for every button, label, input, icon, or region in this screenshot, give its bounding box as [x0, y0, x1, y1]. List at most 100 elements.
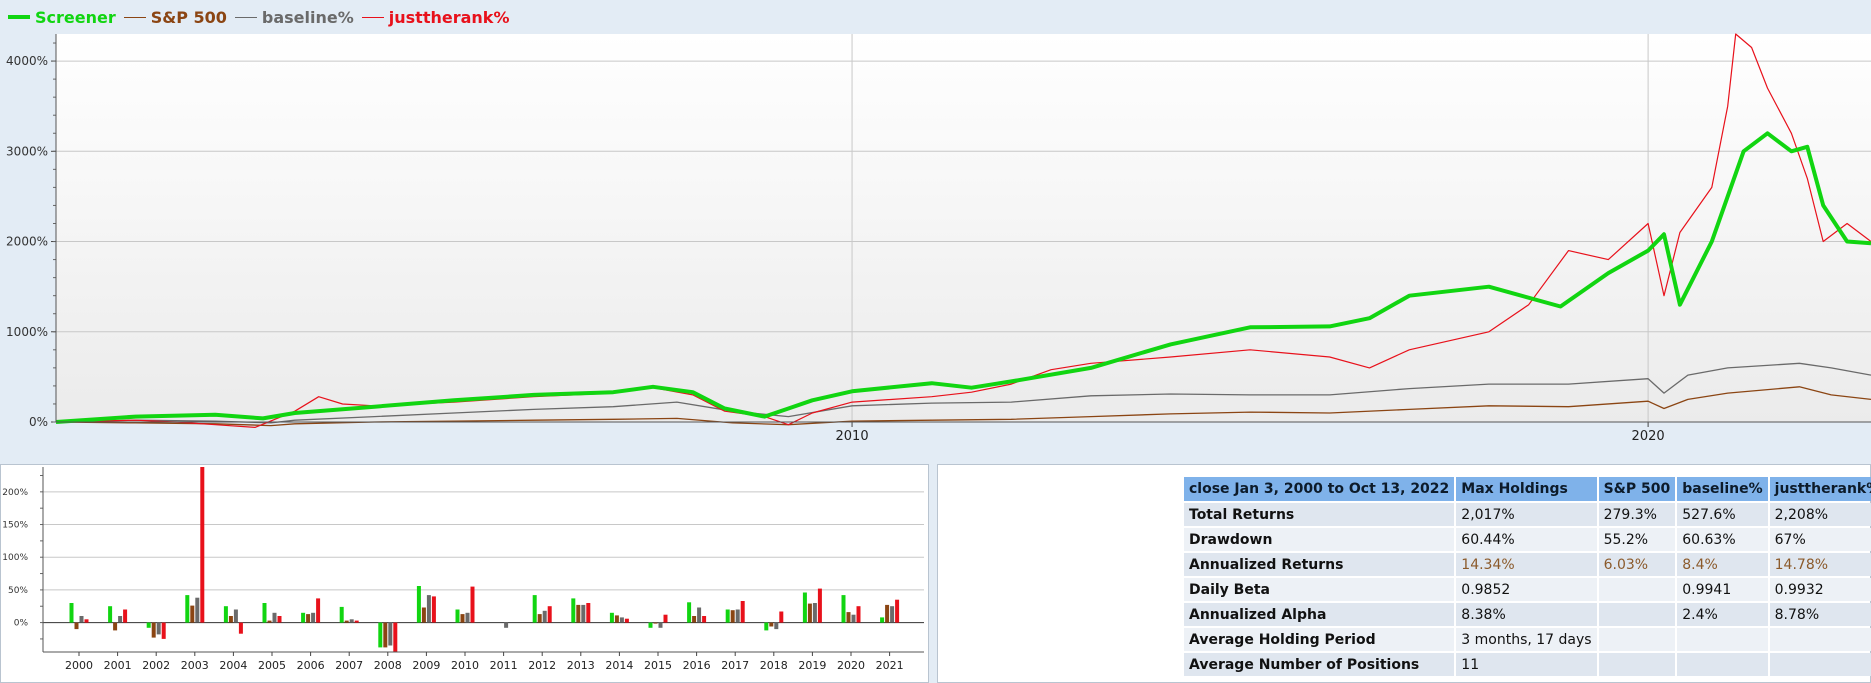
bar-justtherank-2015[interactable]	[663, 614, 668, 623]
bar-s-p-500-2017[interactable]	[730, 610, 735, 623]
bar-screener-2019[interactable]	[802, 592, 807, 623]
bar-screener-2009[interactable]	[416, 586, 421, 623]
bar-s-p-500-2001[interactable]	[113, 622, 118, 631]
bar-s-p-500-2003[interactable]	[190, 605, 195, 623]
bar-baseline-2006[interactable]	[311, 612, 316, 623]
bar-justtherank-2014[interactable]	[624, 618, 629, 623]
bar-baseline-2017[interactable]	[735, 609, 740, 623]
bar-justtherank-2008[interactable]	[393, 622, 398, 652]
annual-returns-bar-chart[interactable]: 200% 150% 100% 50% 0% 2000 2001 2002 2003 2004 200…	[1, 465, 928, 682]
bar-screener-2006[interactable]	[301, 612, 306, 623]
bar-baseline-2021[interactable]	[890, 606, 895, 623]
bar-baseline-2000[interactable]	[79, 616, 84, 623]
bar-screener-2013[interactable]	[571, 598, 576, 623]
bar-justtherank-2000[interactable]	[84, 619, 89, 623]
legend-item-sp500[interactable]: S&P 500	[123, 8, 227, 27]
bar-baseline-2018[interactable]	[774, 622, 779, 630]
bar-justtherank-2010[interactable]	[470, 586, 475, 623]
bar-justtherank-2007[interactable]	[354, 620, 359, 623]
bar-baseline-2008[interactable]	[388, 622, 393, 646]
bar-screener-2008[interactable]	[378, 622, 383, 648]
series-line-baseline[interactable]	[55, 362, 1871, 424]
bar-s-p-500-2012[interactable]	[537, 614, 542, 623]
bar-screener-2004[interactable]	[223, 606, 228, 623]
bar-screener-2010[interactable]	[455, 609, 460, 623]
bar-screener-2021[interactable]	[880, 617, 885, 623]
legend-item-screener[interactable]: Screener	[8, 8, 116, 27]
bar-screener-2018[interactable]	[764, 622, 769, 631]
bar-s-p-500-2007[interactable]	[344, 620, 349, 623]
bar-s-p-500-2021[interactable]	[885, 604, 890, 623]
bar-s-p-500-2002[interactable]	[151, 622, 156, 638]
bar-justtherank-2020[interactable]	[856, 606, 861, 623]
bar-baseline-2019[interactable]	[812, 603, 817, 623]
bar-justtherank-2018[interactable]	[779, 611, 784, 623]
bar-s-p-500-2000[interactable]	[74, 622, 79, 630]
bar-baseline-2020[interactable]	[851, 614, 856, 623]
bar-justtherank-2006[interactable]	[316, 598, 321, 623]
bar-baseline-2003[interactable]	[195, 597, 200, 623]
bar-axes: 200% 150% 100% 50% 0% 2000 2001 2002 2003 2004 200…	[2, 467, 924, 672]
legend-item-justtherank[interactable]: justtherank%	[361, 8, 509, 27]
bar-s-p-500-2005[interactable]	[267, 620, 272, 623]
bar-screener-2017[interactable]	[725, 609, 730, 623]
bar-screener-2015[interactable]	[648, 622, 653, 628]
bar-justtherank-2005[interactable]	[277, 616, 282, 623]
bar-s-p-500-2014[interactable]	[614, 615, 619, 623]
stats-cell: 2,208%	[1769, 503, 1871, 526]
bar-baseline-2004[interactable]	[233, 609, 238, 623]
stats-row-label: Annualized Returns	[1184, 553, 1455, 576]
bar-justtherank-2021[interactable]	[895, 599, 900, 623]
bar-s-p-500-2006[interactable]	[306, 614, 311, 623]
bar-screener-2012[interactable]	[532, 595, 537, 623]
bar-justtherank-2013[interactable]	[586, 603, 591, 623]
bar-screener-2016[interactable]	[687, 602, 692, 623]
bar-justtherank-2016[interactable]	[702, 616, 707, 623]
bar-ytick-label: 50%	[8, 586, 28, 596]
bar-baseline-2014[interactable]	[619, 617, 624, 623]
bar-justtherank-2012[interactable]	[547, 606, 552, 623]
bar-justtherank-2017[interactable]	[740, 601, 745, 623]
bar-screener-2020[interactable]	[841, 595, 846, 623]
bar-screener-2003[interactable]	[185, 595, 190, 623]
bar-baseline-2011[interactable]	[504, 622, 509, 628]
bar-justtherank-2002[interactable]	[161, 622, 166, 639]
bar-baseline-2013[interactable]	[581, 604, 586, 623]
bar-baseline-2005[interactable]	[272, 612, 277, 623]
bar-justtherank-2001[interactable]	[123, 609, 128, 623]
bar-baseline-2001[interactable]	[118, 616, 123, 623]
series-line-s-p-500[interactable]	[55, 386, 1871, 427]
bar-s-p-500-2015[interactable]	[653, 622, 658, 624]
bar-baseline-2009[interactable]	[426, 595, 431, 623]
bar-s-p-500-2019[interactable]	[807, 603, 812, 623]
bar-baseline-2010[interactable]	[465, 612, 470, 623]
bar-screener-2001[interactable]	[108, 606, 113, 623]
legend-item-baseline[interactable]: baseline%	[234, 8, 354, 27]
bar-s-p-500-2013[interactable]	[576, 604, 581, 623]
bar-baseline-2002[interactable]	[156, 622, 161, 635]
bar-justtherank-2004[interactable]	[238, 622, 243, 634]
bar-s-p-500-2010[interactable]	[460, 614, 465, 623]
bar-s-p-500-2004[interactable]	[228, 616, 233, 623]
series-line-justtherank[interactable]	[55, 33, 1871, 428]
bar-s-p-500-2020[interactable]	[846, 612, 851, 623]
series-line-screener[interactable]	[55, 131, 1871, 424]
bar-baseline-2015[interactable]	[658, 622, 663, 628]
bar-screener-2002[interactable]	[146, 622, 151, 628]
bar-s-p-500-2009[interactable]	[421, 607, 426, 623]
bar-justtherank-2003[interactable]	[200, 467, 205, 623]
bar-screener-2014[interactable]	[609, 612, 614, 623]
bar-s-p-500-2018[interactable]	[769, 622, 774, 627]
returns-line-chart[interactable]: 0% 1000% 2000% 3000% 4000% 2010 2020	[0, 32, 1871, 462]
bar-baseline-2012[interactable]	[542, 610, 547, 623]
main-series-group	[55, 33, 1871, 428]
bar-baseline-2016[interactable]	[697, 607, 702, 623]
bar-justtherank-2009[interactable]	[431, 596, 436, 623]
bar-screener-2000[interactable]	[69, 603, 74, 623]
bar-screener-2005[interactable]	[262, 603, 267, 623]
bar-screener-2007[interactable]	[339, 606, 344, 623]
bar-baseline-2007[interactable]	[349, 619, 354, 623]
bar-s-p-500-2008[interactable]	[383, 622, 388, 648]
bar-justtherank-2019[interactable]	[817, 588, 822, 623]
bar-s-p-500-2016[interactable]	[692, 616, 697, 623]
